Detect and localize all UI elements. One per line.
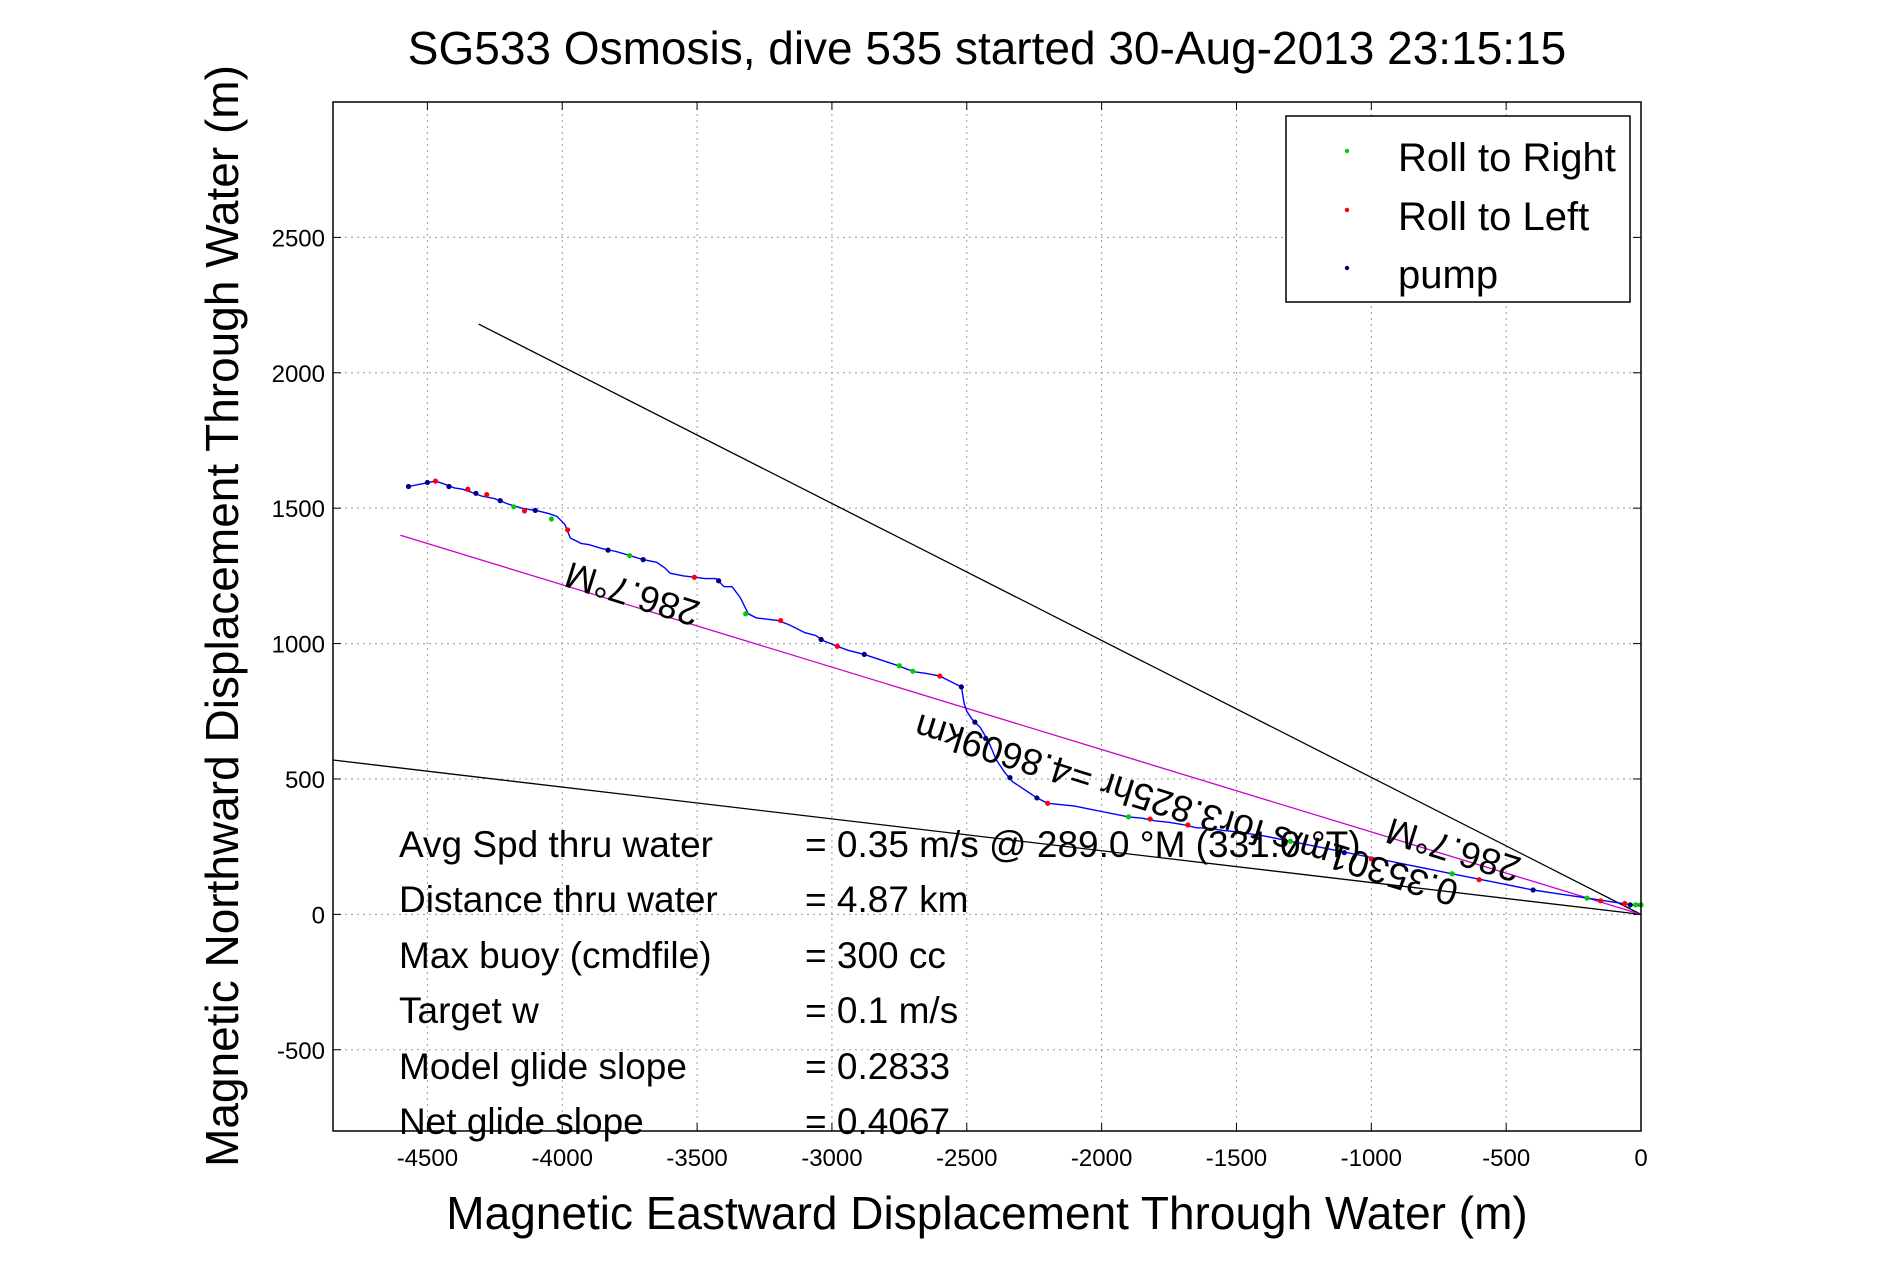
x-tick-label: -2500 (936, 1145, 997, 1172)
stat-value: = 0.1 m/s (805, 990, 958, 1031)
pump-point (1007, 775, 1013, 781)
x-axis-label: Magnetic Eastward Displacement Through W… (446, 1187, 1527, 1239)
legend-marker-pump (1344, 265, 1350, 271)
roll-left-point (778, 617, 784, 624)
reference-line (332, 759, 1642, 916)
roll-left-point (521, 508, 528, 514)
x-tick-label: -2000 (1071, 1145, 1132, 1172)
pump-point (532, 507, 538, 513)
roll-right-point (1449, 871, 1455, 877)
y-tick-label: 2500 (272, 225, 325, 252)
x-tick-label: -1500 (1206, 1145, 1267, 1172)
y-tick-label: 2000 (272, 361, 325, 388)
roll-right-point (548, 516, 555, 522)
roll-right-point (627, 552, 633, 559)
roll-left-point (691, 574, 697, 580)
y-tick-label: 1000 (272, 632, 325, 659)
y-tick-label: -500 (277, 1038, 325, 1065)
stat-value: = 0.35 m/s @ 289.0 °M (331.0 °T) (805, 824, 1361, 865)
x-tick-label: -4500 (397, 1145, 458, 1172)
stats-block: Avg Spd thru water = 0.35 m/s @ 289.0 °M… (399, 824, 1361, 1142)
pump-point (972, 719, 978, 725)
pump-point (1341, 850, 1347, 856)
stat-label: Max buoy (cmdfile) (399, 935, 712, 976)
x-tick-label: -3500 (666, 1145, 727, 1172)
legend-marker-roll-left (1344, 207, 1350, 213)
legend-label-roll-right: Roll to Right (1398, 136, 1616, 180)
pump-point (497, 498, 503, 504)
x-tick-label: 0 (1634, 1145, 1647, 1172)
roll-left-point (565, 527, 571, 533)
pump-point (1530, 887, 1536, 893)
pump-point (446, 483, 452, 490)
roll-left-point (1185, 822, 1191, 828)
plot-frame (332, 101, 1642, 1132)
roll-left-point (1045, 800, 1051, 806)
x-tick-label: -1000 (1341, 1145, 1402, 1172)
pump-point (861, 651, 867, 658)
reference-lines (332, 323, 1642, 916)
roll-right-point (896, 663, 902, 669)
roll-left-point (1147, 816, 1153, 822)
stat-label: Model glide slope (399, 1046, 687, 1087)
pump-point (640, 557, 646, 563)
grid (333, 102, 1642, 1131)
roll-right-point (1633, 902, 1639, 908)
stat-label: Distance thru water (399, 879, 718, 920)
marker-points (405, 478, 1644, 908)
roll-left-point (1622, 900, 1628, 907)
roll-right-point (1584, 895, 1590, 901)
roll-right-point (511, 504, 517, 510)
pump-point (958, 684, 964, 690)
stat-label: Target w (399, 990, 539, 1031)
legend-box (1285, 115, 1631, 303)
y-tick-label: 1500 (272, 496, 325, 523)
legend: Roll to Right Roll to Left pump (1285, 115, 1631, 303)
pump-point (716, 578, 722, 584)
x-tick-label: -4000 (532, 1145, 593, 1172)
roll-right-point (910, 668, 916, 674)
y-tick-label: 500 (285, 767, 325, 794)
roll-right-point (1287, 838, 1294, 844)
roll-left-point (834, 643, 840, 649)
roll-left-point (1368, 856, 1374, 862)
roll-left-point (484, 492, 490, 498)
pump-point (1627, 902, 1633, 908)
pump-point (983, 735, 989, 741)
reference-line (478, 323, 1642, 915)
y-axis: -500 0 500 1000 1500 2000 2500 (272, 225, 1641, 1065)
pump-point (473, 490, 479, 496)
legend-label-pump: pump (1398, 253, 1498, 297)
stat-label: Avg Spd thru water (399, 824, 713, 865)
stat-value: = 300 cc (805, 935, 946, 976)
y-tick-label: 0 (312, 902, 325, 929)
roll-right-point (743, 611, 749, 617)
reference-line (400, 534, 1642, 915)
pump-point (424, 479, 430, 486)
roll-left-point (465, 486, 471, 492)
legend-marker-roll-right (1344, 148, 1350, 154)
x-tick-label: -500 (1482, 1145, 1530, 1172)
x-axis: -4500 -4000 -3500 -3000 -2500 -2000 -1500 -1000… (397, 102, 1648, 1172)
pump-point (818, 636, 824, 643)
pump-point (1034, 795, 1040, 801)
roll-left-point (1597, 898, 1604, 904)
legend-label-roll-left: Roll to Left (1398, 195, 1589, 239)
roll-left-point (937, 673, 943, 679)
roll-right-point (1125, 814, 1132, 820)
pump-point (605, 547, 611, 553)
y-axis-label: Magnetic Northward Displacement Through … (196, 65, 248, 1167)
stat-value: = 0.4067 (805, 1101, 950, 1142)
roll-left-point (432, 478, 439, 484)
pump-point (405, 483, 412, 490)
stat-label: Net glide slope (399, 1101, 644, 1142)
x-tick-label: -3000 (801, 1145, 862, 1172)
stat-value: = 4.87 km (805, 879, 969, 920)
roll-left-point (1476, 877, 1482, 883)
chart-title: SG533 Osmosis, dive 535 started 30-Aug-2… (408, 22, 1566, 74)
stat-value: = 0.2833 (805, 1046, 950, 1087)
